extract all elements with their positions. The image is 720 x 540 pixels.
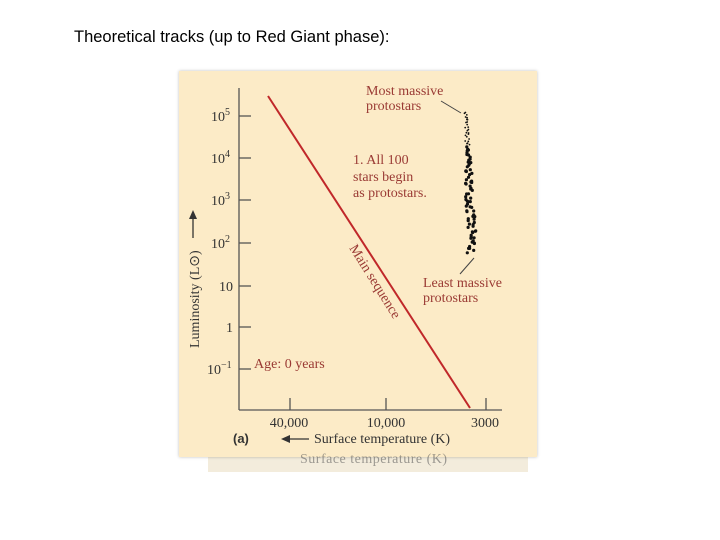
protostar-point (466, 129, 469, 132)
y-axis-label: Luminosity (L⊙) (188, 250, 203, 348)
protostar-point (465, 251, 469, 255)
protostar-point (472, 236, 476, 240)
stars-begin-line3: as protostars. (353, 186, 427, 201)
least-massive-line2: protostars (423, 291, 478, 306)
protostar-point (466, 200, 470, 204)
protostar-point (465, 131, 468, 134)
protostar-point (466, 175, 471, 179)
protostar-point (467, 133, 470, 136)
y-tick-label-1e-1: 10−1 (207, 360, 232, 378)
protostar-point (472, 241, 476, 246)
protostar-point (466, 118, 469, 121)
protostar-point (471, 214, 475, 218)
protostar-point (473, 229, 477, 233)
protostar-point (465, 114, 468, 116)
protostar-point (468, 138, 470, 140)
protostar-point (472, 248, 476, 252)
protostar-point (472, 209, 476, 213)
protostar-point (468, 200, 472, 204)
ghost-axis-text: Surface temperature (K) (300, 452, 448, 468)
slide-title: Theoretical tracks (up to Red Giant phas… (74, 28, 390, 46)
protostar-point (466, 219, 470, 223)
protostar-point (465, 210, 469, 214)
protostar-point (464, 126, 467, 129)
protostar-point (468, 168, 472, 172)
protostar-cluster (463, 111, 478, 255)
protostar-point (464, 204, 468, 208)
y-tick-label-1e2: 102 (211, 234, 230, 252)
age-label: Age: 0 years (254, 357, 325, 372)
protostar-point (468, 205, 472, 209)
protostar-point (468, 143, 471, 146)
protostar-point (464, 111, 467, 114)
stars-begin-line2: stars begin (353, 170, 413, 185)
most-massive-line1: Most massive (366, 84, 443, 99)
protostar-point (468, 173, 472, 177)
stars-begin-line1: 1. All 100 (353, 153, 409, 168)
x-ticks (289, 398, 487, 410)
protostar-point (467, 126, 470, 128)
protostar-point (471, 224, 475, 228)
protostar-point (469, 196, 473, 200)
protostar-point (464, 140, 467, 142)
protostar-point (472, 217, 476, 221)
least-massive-line1: Least massive (423, 276, 502, 291)
y-tick-label-1e4: 104 (211, 149, 230, 167)
y-tick-label-1: 1 (226, 321, 233, 336)
least-massive-leader (459, 257, 475, 275)
most-massive-leader (440, 100, 462, 114)
protostar-point (464, 116, 467, 118)
protostar-point (467, 140, 470, 143)
protostar-point (466, 225, 470, 229)
protostar-point (465, 135, 468, 138)
protostar-point (464, 178, 468, 182)
x-axis-arrow (281, 435, 309, 443)
protostar-point (466, 142, 468, 145)
protostar-point (465, 192, 469, 196)
protostar-point (465, 165, 469, 169)
most-massive-line2: protostars (366, 99, 421, 114)
main-sequence-line (267, 95, 471, 409)
x-axis-label: Surface temperature (K) (314, 432, 450, 447)
protostar-point (464, 134, 467, 137)
ghost-axis-label: Surface temperature (K) (300, 452, 448, 467)
y-tick-label-1e3: 103 (211, 191, 230, 209)
protostar-point (466, 123, 469, 126)
protostar-point (471, 230, 475, 235)
protostar-point (466, 121, 469, 123)
y-axis-arrow (189, 210, 197, 238)
protostar-point (469, 236, 473, 240)
protostar-point (464, 169, 468, 174)
protostar-point (468, 246, 472, 250)
y-ticks (239, 115, 251, 370)
protostar-point (470, 188, 474, 192)
protostar-point (464, 195, 468, 199)
x-tick-label-40000: 40,000 (270, 416, 309, 431)
main-sequence-label: Main sequence (346, 242, 403, 321)
protostar-point (467, 222, 471, 226)
protostar-point (466, 116, 468, 119)
protostar-point (469, 180, 473, 184)
y-tick-label-1e5: 105 (211, 107, 230, 125)
panel-label: (a) (233, 431, 249, 446)
x-tick-label-10000: 10,000 (367, 416, 406, 431)
x-tick-label-3000: 3000 (471, 416, 499, 431)
protostar-point (464, 182, 468, 186)
y-tick-label-10: 10 (219, 280, 233, 295)
